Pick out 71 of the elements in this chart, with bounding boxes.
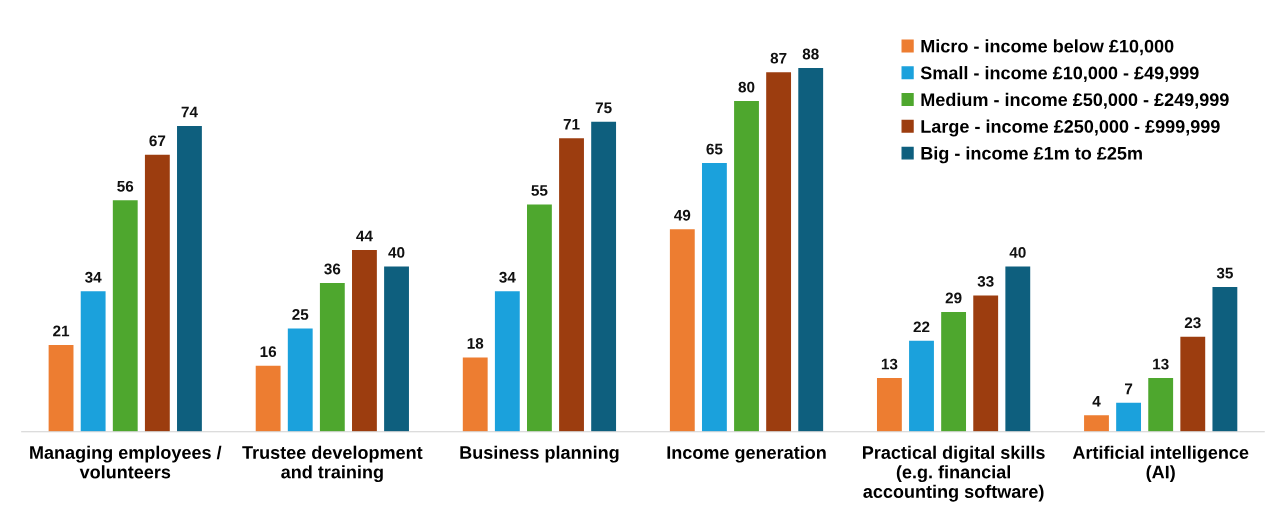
x-tick-label: Practical digital skills (e.g. financial accounting software): [862, 445, 1045, 502]
bar: [1084, 415, 1109, 432]
data-label: 65: [706, 143, 723, 155]
legend-label: Small - income £10,000 - £49,999: [920, 66, 1199, 82]
bar: [462, 357, 488, 432]
data-label: 35: [1216, 267, 1233, 279]
bar: [1212, 287, 1238, 432]
data-label: 13: [881, 358, 898, 370]
data-label: 40: [388, 247, 405, 258]
data-label: 71: [563, 119, 580, 130]
data-label: 34: [499, 271, 516, 283]
bar: [766, 72, 792, 432]
bar: [384, 266, 409, 432]
data-label: 55: [531, 185, 548, 196]
data-label: 87: [770, 52, 787, 64]
bar: [1148, 378, 1174, 432]
bar: [352, 249, 377, 432]
data-label: 74: [181, 106, 198, 118]
legend-label: Medium - income £50,000 - £249,999: [921, 92, 1229, 109]
bar: [287, 328, 313, 432]
data-label: 7: [1125, 383, 1133, 395]
bar: [669, 229, 695, 432]
bar: [1005, 266, 1031, 432]
data-label: 40: [1009, 247, 1026, 258]
bar: [112, 200, 138, 432]
bar: [80, 291, 106, 432]
bar: [144, 154, 170, 432]
data-label: 18: [467, 337, 484, 349]
x-tick-label: Artificial intelligence (AI): [1072, 445, 1249, 483]
data-label: 22: [913, 321, 930, 333]
bar: [876, 378, 902, 432]
data-label: 29: [945, 292, 962, 304]
data-label: 13: [1153, 358, 1169, 370]
x-tick-label: Income generation: [667, 445, 826, 463]
bar: [559, 138, 584, 432]
data-label: 88: [802, 48, 819, 60]
bar: [941, 311, 967, 432]
data-label: 23: [1184, 317, 1201, 329]
data-label: 25: [292, 309, 309, 320]
legend-label: Micro - income below £10,000: [921, 39, 1174, 56]
legend-label: Big - income £1m to £25m: [921, 146, 1142, 164]
bar: [973, 295, 999, 432]
data-label: 44: [356, 230, 373, 242]
data-label: 36: [324, 263, 341, 275]
bar: [591, 121, 617, 432]
bar: [494, 291, 520, 432]
x-tick-label: Trustee development and training: [242, 445, 423, 483]
bar: [177, 125, 202, 432]
legend-label: Large - income £250,000 - £999,999: [921, 119, 1220, 137]
data-label: 67: [149, 135, 166, 147]
data-label: 49: [674, 209, 691, 221]
data-label: 4: [1092, 396, 1101, 407]
x-tick-label: Managing employees / volunteers: [30, 445, 222, 479]
bar: [1180, 336, 1206, 432]
x-tick-label: Business planning: [460, 445, 619, 463]
bar: [319, 282, 345, 432]
data-label: 34: [85, 271, 102, 283]
data-label: 80: [738, 81, 755, 93]
bar: [701, 163, 727, 432]
bar: [1116, 402, 1142, 432]
data-label: 75: [595, 102, 612, 114]
bar: [255, 365, 281, 432]
bar: [798, 68, 824, 432]
bar: [909, 340, 934, 432]
data-label: 16: [260, 346, 277, 358]
data-label: 21: [53, 325, 70, 337]
data-label: 56: [117, 180, 134, 192]
data-label: 33: [977, 275, 994, 287]
bar: [734, 101, 759, 432]
bar: [527, 204, 552, 432]
bar: [48, 344, 74, 432]
